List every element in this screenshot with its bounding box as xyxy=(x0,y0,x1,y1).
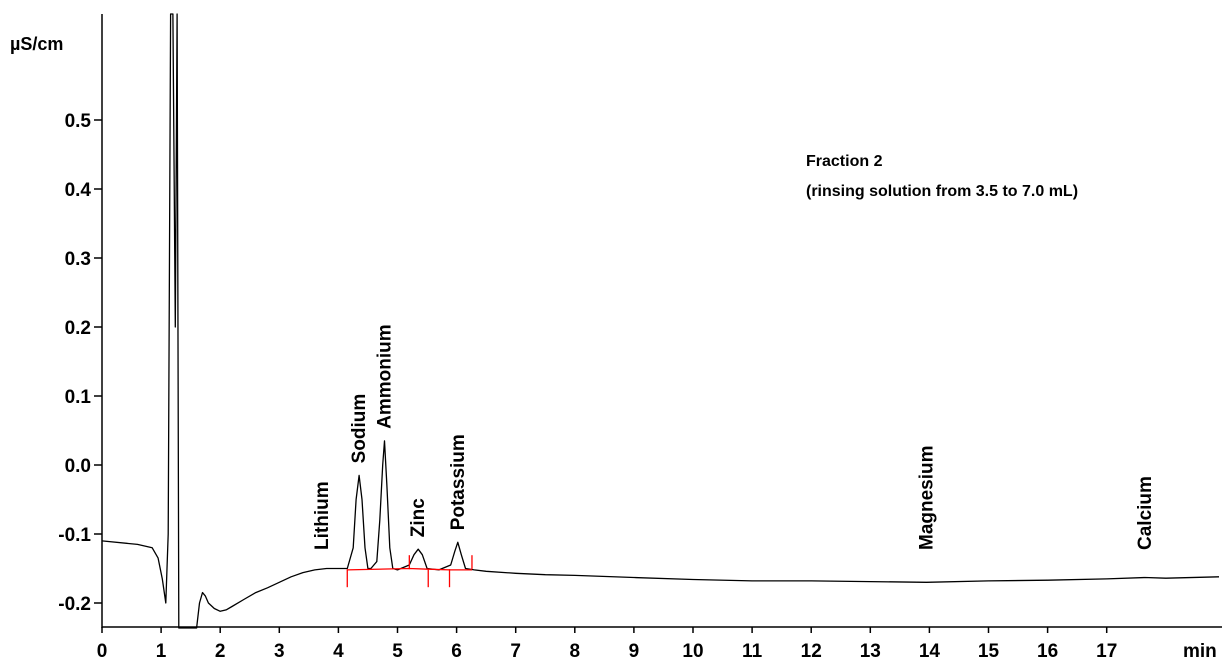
x-tick-label: 14 xyxy=(919,641,941,662)
y-tick-label: 0.2 xyxy=(65,318,91,339)
y-tick-label: 0.0 xyxy=(65,456,91,477)
integration-marks xyxy=(346,555,473,588)
peak-label-magnesium: Magnesium xyxy=(916,445,937,550)
peak-labels: Lithium Sodium Ammonium Zinc Potassium Magnes… xyxy=(312,324,1156,550)
y-tick-label: -0.1 xyxy=(58,525,91,546)
axes xyxy=(101,14,1222,628)
x-tick-label: 15 xyxy=(978,641,1000,662)
peak-label-zinc: Zinc xyxy=(408,498,429,537)
y-unit-label: µS/cm xyxy=(10,34,63,54)
y-tick-label: 0.4 xyxy=(65,180,92,201)
x-tick-label: 1 xyxy=(156,641,167,662)
peak-label-calcium: Calcium xyxy=(1135,476,1156,550)
peak-label-ammonium: Ammonium xyxy=(375,324,396,429)
x-tick-label: 17 xyxy=(1096,641,1117,662)
peak-label-sodium: Sodium xyxy=(349,394,370,464)
y-tick-label: 0.3 xyxy=(65,249,91,270)
y-tick-label: 0.5 xyxy=(65,111,92,132)
x-tick-label: 9 xyxy=(629,641,640,662)
x-tick-label: 5 xyxy=(392,641,403,662)
x-tick-label: 12 xyxy=(801,641,822,662)
peak-label-lithium: Lithium xyxy=(312,481,333,550)
x-tick-label: 6 xyxy=(451,641,462,662)
x-tick-label: 10 xyxy=(682,641,703,662)
y-ticks: 0.5 0.4 0.3 0.2 0.1 0.0 -0.1 -0.2 xyxy=(58,111,102,615)
x-tick-label: 4 xyxy=(333,641,344,662)
annotation-line-2: (rinsing solution from 3.5 to 7.0 mL) xyxy=(806,183,1078,200)
annotation-line-1: Fraction 2 xyxy=(806,153,883,170)
x-tick-label: 3 xyxy=(274,641,285,662)
x-tick-label: 16 xyxy=(1037,641,1058,662)
x-tick-label: 7 xyxy=(510,641,521,662)
peak-label-potassium: Potassium xyxy=(448,434,469,530)
y-tick-label: -0.2 xyxy=(58,594,91,615)
series-layer xyxy=(101,13,1220,629)
x-ticks: 0 1 2 3 4 5 6 7 8 9 10 11 12 13 14 15 16 17 xyxy=(97,627,1117,662)
x-unit-label: min xyxy=(1183,641,1217,662)
x-tick-label: 2 xyxy=(215,641,226,662)
x-tick-label: 8 xyxy=(570,641,581,662)
x-tick-label: 11 xyxy=(742,641,763,662)
y-tick-label: 0.1 xyxy=(65,387,92,408)
x-tick-label: 0 xyxy=(97,641,108,662)
x-tick-label: 13 xyxy=(860,641,881,662)
signal-trace xyxy=(101,13,1220,629)
